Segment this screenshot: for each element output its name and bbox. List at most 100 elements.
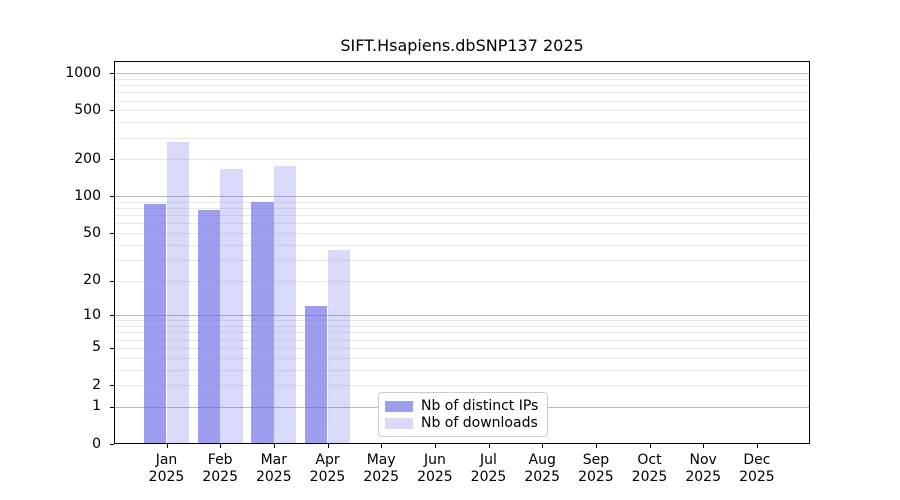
chart-title: SIFT.Hsapiens.dbSNP137 2025 <box>340 36 584 55</box>
y-tick-mark <box>110 110 114 112</box>
x-tick-label: Mar 2025 <box>234 452 314 486</box>
x-tick-month: Feb <box>207 452 233 468</box>
x-tick-year: 2025 <box>685 469 721 485</box>
x-tick-label: Jun 2025 <box>395 452 475 486</box>
bar-nb-of-downloads-feb <box>220 168 243 443</box>
bar-nb-of-downloads-apr <box>327 250 350 443</box>
y-tick-mark <box>110 159 114 161</box>
major-gridline <box>115 73 809 75</box>
y-tick-label: 0 <box>92 435 101 452</box>
legend-label: Nb of downloads <box>421 415 538 431</box>
legend-label: Nb of distinct IPs <box>421 398 539 414</box>
x-tick-mark <box>327 444 329 448</box>
y-tick-label: 2 <box>92 376 101 393</box>
x-tick-year: 2025 <box>417 469 453 485</box>
minor-gridline <box>115 223 809 225</box>
x-tick-mark <box>381 444 383 448</box>
x-tick-label: Jul 2025 <box>449 452 529 486</box>
minor-gridline <box>115 280 809 282</box>
x-tick-month: Mar <box>260 452 287 468</box>
x-tick-year: 2025 <box>470 469 507 485</box>
legend-swatch <box>385 400 413 412</box>
bar-nb-of-distinct-ips-feb <box>197 209 221 443</box>
x-tick-month: Aug <box>528 452 556 468</box>
minor-gridline <box>115 332 809 334</box>
x-tick-mark <box>703 444 705 448</box>
major-gridline <box>115 196 809 198</box>
x-tick-mark <box>542 444 544 448</box>
x-tick-label: Aug 2025 <box>502 452 582 486</box>
y-tick-mark <box>110 385 114 386</box>
x-tick-month: Apr <box>315 452 340 468</box>
x-tick-year: 2025 <box>578 469 614 485</box>
legend-swatch <box>385 417 413 429</box>
x-tick-year: 2025 <box>524 469 560 485</box>
x-tick-mark <box>166 444 168 448</box>
minor-gridline <box>115 320 809 322</box>
x-tick-mark <box>220 444 222 448</box>
x-tick-year: 2025 <box>255 469 292 485</box>
bar-nb-of-downloads-jan <box>166 142 189 443</box>
minor-gridline <box>115 357 809 359</box>
x-tick-month: Jul <box>480 452 497 468</box>
minor-gridline <box>115 339 809 341</box>
y-tick-label: 200 <box>74 150 101 167</box>
y-tick-label: 10 <box>83 306 101 323</box>
y-tick-label: 50 <box>83 224 101 241</box>
minor-gridline <box>115 215 809 217</box>
minor-gridline <box>115 259 809 261</box>
x-tick-month: May <box>366 452 396 468</box>
x-tick-year: 2025 <box>148 469 185 485</box>
minor-gridline <box>115 369 809 371</box>
y-tick-label: 100 <box>74 187 101 204</box>
x-tick-mark <box>434 444 436 448</box>
legend-entry: Nb of downloads <box>385 415 538 431</box>
minor-gridline <box>115 137 809 139</box>
x-tick-mark <box>595 444 597 448</box>
minor-gridline <box>115 208 809 210</box>
y-tick-mark <box>110 347 114 349</box>
x-tick-label: Apr 2025 <box>288 452 368 486</box>
bar-nb-of-distinct-ips-jan <box>144 203 167 443</box>
y-tick-label: 20 <box>83 272 101 289</box>
major-gridline <box>115 315 809 317</box>
minor-gridline <box>115 244 809 246</box>
x-tick-label: Oct 2025 <box>610 452 690 486</box>
y-tick-mark <box>110 196 114 198</box>
minor-gridline <box>115 100 809 102</box>
y-tick-label: 5 <box>92 339 101 356</box>
x-tick-label: Nov 2025 <box>663 452 743 486</box>
x-tick-month: Jun <box>423 452 446 468</box>
x-tick-mark <box>273 444 275 448</box>
minor-gridline <box>115 122 809 124</box>
x-tick-mark <box>488 444 490 448</box>
x-tick-month: Dec <box>743 452 771 468</box>
x-tick-label: Sep 2025 <box>556 452 636 486</box>
x-tick-month: Nov <box>689 452 717 468</box>
x-tick-year: 2025 <box>631 469 668 485</box>
x-tick-year: 2025 <box>309 469 346 485</box>
x-tick-label: Dec 2025 <box>717 452 797 486</box>
minor-gridline <box>115 347 809 349</box>
chart-legend: Nb of distinct IPs Nb of downloads <box>378 392 549 437</box>
minor-gridline <box>115 385 809 386</box>
minor-gridline <box>115 78 809 80</box>
minor-gridline <box>115 92 809 94</box>
x-tick-month: Sep <box>582 452 610 468</box>
x-tick-mark <box>756 444 758 448</box>
bar-nb-of-distinct-ips-apr <box>305 306 328 443</box>
y-tick-mark <box>110 73 114 75</box>
x-tick-label: May 2025 <box>341 452 421 486</box>
minor-gridline <box>115 201 809 203</box>
x-tick-month: Oct <box>637 452 662 468</box>
x-tick-year: 2025 <box>202 469 238 485</box>
x-tick-label: Feb 2025 <box>180 452 260 486</box>
minor-gridline <box>115 159 809 161</box>
y-tick-mark <box>110 233 114 234</box>
x-tick-month: Jan <box>155 452 178 468</box>
y-tick-label: 500 <box>74 101 101 118</box>
y-tick-label: 1000 <box>65 64 101 81</box>
bar-nb-of-downloads-mar <box>273 166 297 443</box>
bar-nb-of-distinct-ips-mar <box>251 201 274 443</box>
